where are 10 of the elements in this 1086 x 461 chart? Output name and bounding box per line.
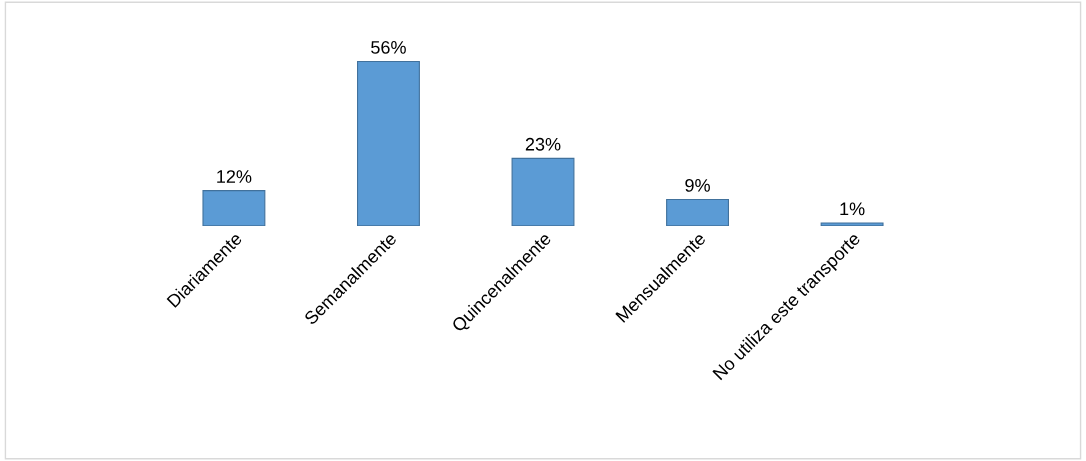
bar [511,157,575,226]
data-label: 12% [217,170,252,183]
data-label: 23% [525,137,561,151]
data-label: 1% [840,202,865,216]
data-label: 56% [371,41,406,54]
bar [356,60,420,226]
data-label: 9% [685,178,710,192]
bar [202,190,266,226]
bar [820,222,884,226]
bar [666,198,730,226]
